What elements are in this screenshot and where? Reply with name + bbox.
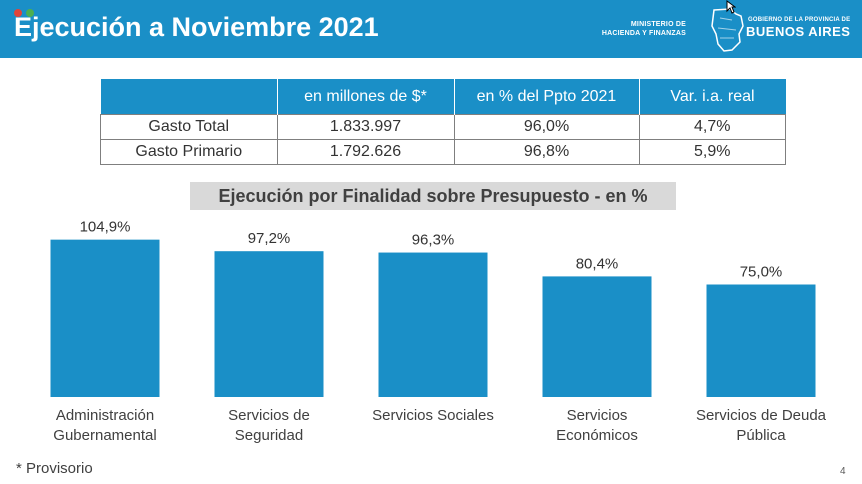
variation-cell: 4,7% — [638, 114, 786, 140]
category-label: Gubernamental — [53, 427, 156, 444]
page-number: 4 — [840, 466, 846, 477]
red-dot-icon — [14, 9, 22, 17]
value-label: 80,4% — [576, 255, 619, 272]
ministry-line2: HACIENDA Y FINANZAS — [601, 30, 686, 37]
variation-cell: 5,9% — [638, 139, 786, 165]
percent-cell: 96,0% — [453, 114, 640, 140]
table-row: Gasto Total 1.833.997 96,0% 4,7% — [100, 114, 786, 140]
table-header-row: en millones de $* en % del Ppto 2021 Var… — [100, 79, 786, 115]
green-dot-icon — [26, 9, 34, 17]
category-label: Pública — [736, 427, 786, 444]
header-cell-empty — [100, 79, 277, 115]
summary-table: en millones de $* en % del Ppto 2021 Var… — [100, 79, 786, 165]
bar-chart: 104,9% Administración Gubernamental 97,2% Se… — [50, 219, 827, 444]
value-label: 97,2% — [248, 230, 291, 247]
footnote: * Provisorio — [16, 460, 93, 477]
category-label: Servicios Sociales — [372, 407, 494, 424]
header-cell-percent: en % del Ppto 2021 — [453, 79, 639, 115]
millions-cell: 1.833.997 — [276, 114, 455, 140]
ministry-label: MINISTERIO DE HACIENDA Y FINANZAS — [592, 20, 686, 38]
category-label: Servicios de Deuda — [696, 407, 827, 424]
header-bar: Ejecución a Noviembre 2021 MINISTERIO DE… — [0, 0, 862, 58]
bar — [706, 284, 816, 397]
gov-label: GOBIERNO DE LA PROVINCIA DE — [748, 17, 851, 23]
category-label: Servicios — [567, 407, 628, 424]
category-label: Administración — [56, 407, 154, 424]
chart-title: Ejecución por Finalidad sobre Presupuest… — [190, 182, 676, 210]
header-cell-millions: en millones de $* — [276, 79, 454, 115]
value-label: 104,9% — [80, 219, 131, 236]
mouse-cursor-icon — [726, 0, 736, 14]
bar — [542, 276, 652, 397]
category-label: Servicios de — [228, 407, 310, 424]
category-label: Económicos — [556, 427, 638, 444]
header-cell-variation: Var. i.a. real — [638, 79, 786, 115]
percent-cell: 96,8% — [453, 139, 640, 165]
brand-label: BUENOS AIRES — [746, 24, 851, 39]
category-label: Seguridad — [235, 427, 303, 444]
bar — [378, 252, 488, 397]
province-map-icon — [711, 8, 744, 52]
bar — [214, 251, 324, 397]
row-label: Gasto Primario — [100, 139, 278, 165]
ministry-line1: MINISTERIO DE — [630, 21, 686, 28]
millions-cell: 1.792.626 — [276, 139, 455, 165]
value-label: 96,3% — [412, 232, 455, 249]
value-label: 75,0% — [740, 264, 783, 281]
page-title: Ejecución a Noviembre 2021 — [14, 12, 379, 42]
table-row: Gasto Primario 1.792.626 96,8% 5,9% — [100, 139, 786, 165]
row-label: Gasto Total — [100, 114, 278, 140]
bar — [50, 239, 160, 397]
